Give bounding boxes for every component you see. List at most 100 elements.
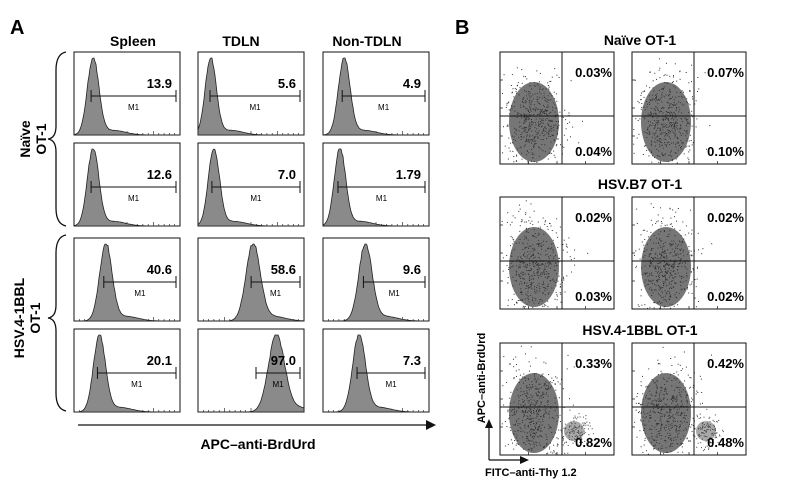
scatter-dot — [655, 97, 656, 99]
scatter-dot — [664, 257, 665, 259]
scatter-dot — [646, 106, 648, 108]
scatter-dot — [687, 157, 689, 159]
scatter-dot — [670, 424, 671, 426]
scatter-dot — [547, 104, 549, 106]
scatter-dot — [532, 122, 534, 124]
scatter-dot — [518, 210, 520, 212]
scatter-dot — [547, 85, 549, 86]
scatter-dot — [516, 117, 518, 118]
scatter-dot — [668, 377, 670, 379]
scatter-dot — [658, 138, 660, 140]
scatter-dot — [541, 395, 543, 397]
scatter-dot — [676, 80, 678, 82]
scatter-dot — [532, 224, 534, 226]
scatter-dot — [651, 144, 652, 146]
scatter-dot — [526, 270, 528, 272]
scatter-dot — [641, 103, 643, 104]
scatter-dot — [562, 436, 564, 438]
scatter-dot — [509, 113, 511, 115]
scatter-dot — [641, 241, 643, 243]
scatter-dot — [543, 270, 545, 272]
scatter-dot — [569, 398, 570, 400]
scatter-dot — [536, 263, 538, 265]
scatter-dot — [653, 206, 655, 208]
scatter-dot — [537, 108, 539, 110]
scatter-dot — [696, 438, 698, 440]
scatter-dot — [575, 441, 577, 443]
scatter-dot — [676, 137, 678, 139]
scatter-dot — [674, 126, 675, 127]
scatter-dot — [650, 263, 652, 264]
scatter-dot — [525, 236, 527, 238]
scatter-dot — [673, 132, 675, 134]
scatter-dot — [539, 117, 541, 119]
scatter-dot — [680, 125, 681, 127]
quadrant-upper-right-label: 0.42% — [707, 356, 744, 371]
scatter-dot — [549, 448, 550, 450]
scatter-dot — [655, 390, 657, 392]
scatter-dot — [531, 154, 533, 156]
scatter-dot — [670, 358, 672, 359]
scatter-dot — [666, 393, 667, 395]
scatter-dot — [529, 280, 530, 281]
scatter-dot — [656, 436, 658, 438]
scatter-dot — [659, 428, 661, 430]
scatter-dot — [653, 283, 655, 285]
scatter-dot — [524, 128, 526, 130]
scatter-dot — [658, 233, 660, 235]
scatter-dot — [650, 143, 652, 145]
scatter-dot — [530, 285, 532, 287]
scatter-dot — [676, 122, 678, 124]
scatter-dot — [644, 118, 646, 120]
scatter-dot — [714, 437, 716, 439]
scatter-dot — [539, 88, 541, 90]
scatter-dot — [657, 136, 659, 138]
scatter-dot — [671, 104, 673, 106]
scatter-dot — [665, 118, 666, 120]
scatter-dot — [522, 430, 524, 432]
scatter-dot — [512, 88, 514, 90]
scatter-dot — [518, 267, 520, 269]
scatter-dot — [536, 243, 538, 245]
quadrant-lower-right-label: 0.03% — [575, 289, 612, 304]
scatter-dot — [707, 426, 709, 428]
scatter-dot — [648, 280, 650, 282]
scatter-dot — [542, 150, 544, 152]
scatter-dot — [528, 114, 530, 116]
scatter-dot — [663, 86, 665, 88]
scatter-dot — [655, 289, 657, 291]
scatter-dot — [650, 114, 652, 115]
scatter-dot — [645, 386, 647, 388]
scatter-dot — [536, 272, 538, 274]
scatter-dot — [515, 370, 517, 372]
scatter-dot — [548, 265, 549, 267]
scatter-dot — [543, 135, 545, 137]
scatter-dot — [691, 64, 693, 66]
scatter-dot — [660, 240, 662, 242]
scatter-dot — [540, 228, 542, 230]
scatter-dot — [515, 302, 517, 304]
scatter-dot — [651, 99, 653, 101]
scatter-dot — [508, 418, 510, 420]
scatter-dot — [668, 141, 670, 143]
scatter-dot — [661, 447, 663, 449]
row-group-naive-line2: OT-1 — [33, 123, 49, 154]
scatter-dot — [536, 128, 538, 130]
scatter-dot — [654, 126, 656, 128]
scatter-dot — [533, 104, 535, 106]
scatter-dot — [652, 248, 654, 250]
scatter-dot — [712, 432, 714, 434]
scatter-dot — [640, 404, 641, 406]
scatter-dot — [647, 453, 649, 455]
scatter-dot — [655, 242, 657, 244]
scatter-dot — [533, 235, 535, 237]
scatter-dot — [540, 148, 542, 150]
scatter-dot — [674, 356, 676, 358]
scatter-dot — [680, 112, 682, 114]
scatter-dot — [541, 292, 543, 294]
scatter-dot — [557, 138, 559, 140]
gate-label: M1 — [378, 103, 390, 112]
scatter-dot — [530, 387, 532, 389]
scatter-dot — [663, 245, 665, 247]
scatter-dot — [674, 136, 676, 138]
